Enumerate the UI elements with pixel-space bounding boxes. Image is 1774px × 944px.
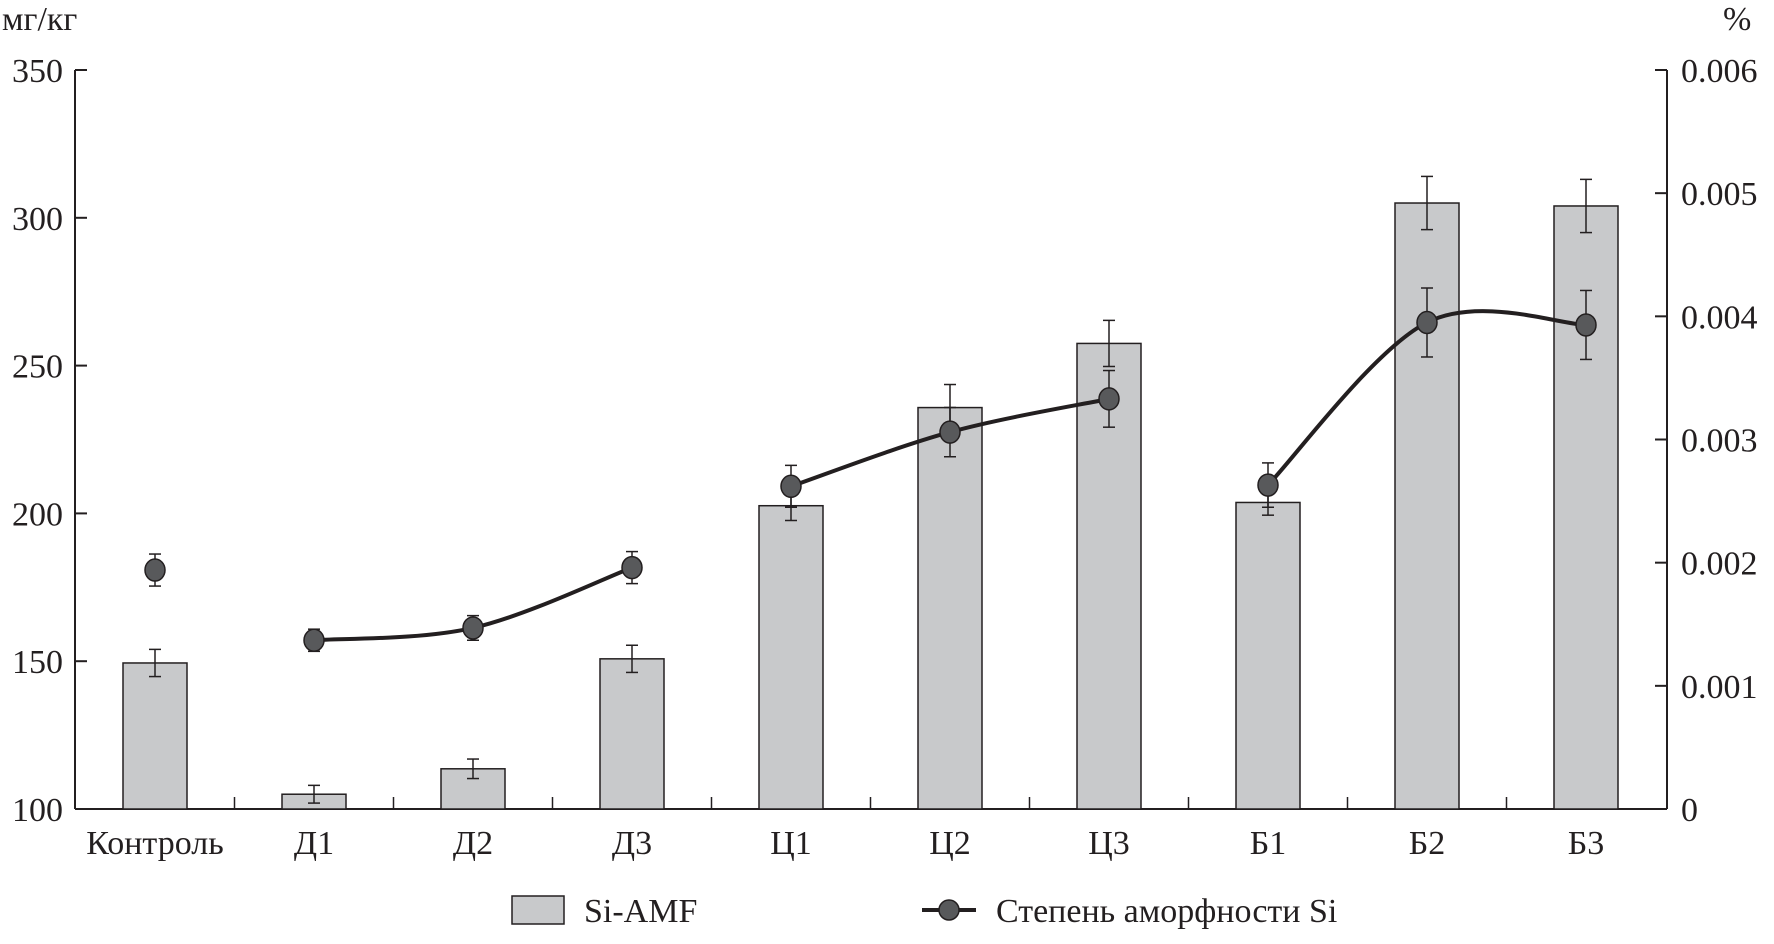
bar-error-bar xyxy=(626,644,638,674)
right-tick-label: 0.004 xyxy=(1681,299,1758,336)
left-tick-label: 150 xyxy=(12,644,63,681)
axes: 100 150 200 250 300 350 0 0.001 0.002 0.003 0.004 0… xyxy=(12,53,1758,829)
x-tick-label: Д1 xyxy=(294,825,334,862)
bar-error-bar xyxy=(149,648,161,678)
x-tick-label: Д3 xyxy=(612,825,652,862)
left-axis-label: мг/кг xyxy=(2,1,77,38)
left-tick-label: 200 xyxy=(12,496,63,533)
left-tick-label: 250 xyxy=(12,349,63,386)
legend-bar-swatch xyxy=(511,895,565,925)
point-Контроль xyxy=(144,558,166,582)
bar-error-bar xyxy=(308,784,320,804)
point-Б2 xyxy=(1416,310,1438,335)
bar-Контроль xyxy=(122,662,188,810)
legend-label-si-amf: Si-AMF xyxy=(584,893,697,930)
right-tick-label: 0.003 xyxy=(1681,423,1758,460)
bar-error-bar xyxy=(1421,175,1433,231)
bar-Б1 xyxy=(1235,501,1301,810)
right-tick-label: 0.001 xyxy=(1681,669,1758,706)
bar-Ц2 xyxy=(917,406,983,810)
bar-error-bar xyxy=(1103,319,1115,368)
x-tick-label: Ц3 xyxy=(1088,825,1130,862)
x-tick-label: Контроль xyxy=(86,825,223,862)
point-Б1 xyxy=(1257,473,1279,497)
x-tick-label: Б2 xyxy=(1409,825,1446,862)
legend-label-amorphousness: Степень аморфности Si xyxy=(996,893,1337,930)
right-tick-label: 0.006 xyxy=(1681,53,1758,90)
x-tick-labels: Контроль Д1 Д2 Д3 Ц1 Ц2 Ц3 Б1 Б2 Б3 xyxy=(86,825,1604,862)
right-tick-label: 0.002 xyxy=(1681,546,1758,583)
point-Д1 xyxy=(303,628,325,653)
x-tick-label: Б1 xyxy=(1250,825,1287,862)
right-tick-label: 0.005 xyxy=(1681,176,1758,213)
x-tick-label: Ц2 xyxy=(929,825,971,862)
x-tick-label: Ц1 xyxy=(770,825,812,862)
x-tick-label: Б3 xyxy=(1568,825,1605,862)
right-axis-label: % xyxy=(1723,1,1751,38)
point-Ц1 xyxy=(780,474,802,499)
bar-Ц1 xyxy=(758,504,824,810)
bar-error-bar xyxy=(467,758,479,780)
point-Д3 xyxy=(621,555,643,580)
right-tick-label: 0 xyxy=(1681,792,1698,829)
left-tick-label: 300 xyxy=(12,201,63,238)
point-Д2 xyxy=(462,616,484,640)
left-tick-label: 100 xyxy=(12,792,63,829)
bars xyxy=(122,175,1619,810)
bar-error-bar xyxy=(1580,178,1592,234)
x-tick-label: Д2 xyxy=(453,825,493,862)
point-Б3 xyxy=(1575,313,1597,337)
bar-Д3 xyxy=(599,658,665,810)
point-Ц3 xyxy=(1098,387,1120,411)
left-tick-label: 350 xyxy=(12,53,63,90)
point-Ц2 xyxy=(939,420,961,444)
legend-marker xyxy=(938,899,960,921)
line-series xyxy=(144,287,1597,653)
legend: Si-AMF Степень аморфности Si xyxy=(511,893,1337,930)
